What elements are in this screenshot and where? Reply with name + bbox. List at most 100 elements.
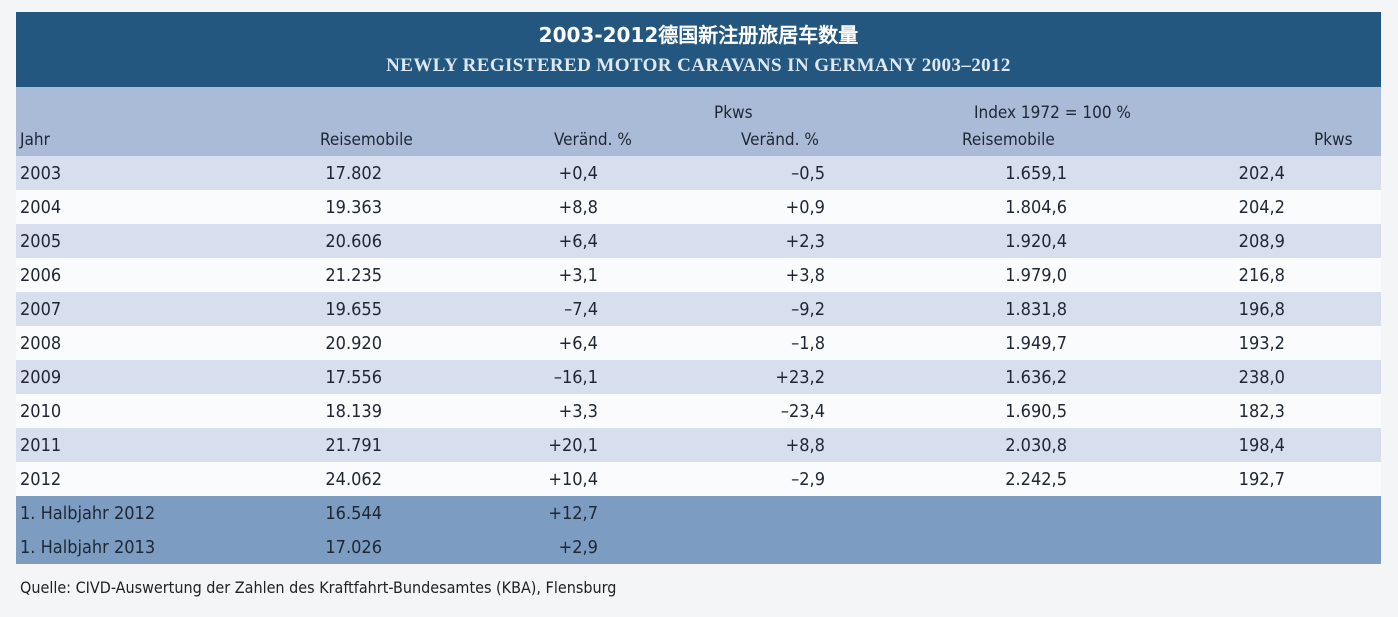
cell-verand-rm: +6,4: [558, 332, 598, 354]
cell-verand-rm: +10,4: [548, 468, 598, 490]
cell-verand-rm: +6,4: [558, 230, 598, 252]
source-note: Quelle: CIVD-Auswertung der Zahlen des K…: [20, 578, 617, 597]
cell-verand-rm: +8,8: [558, 196, 598, 218]
cell-verand-pkws: –9,2: [791, 298, 825, 320]
cell-index-pkws: 238,0: [1238, 366, 1285, 388]
cell-index-rm: 1.979,0: [1005, 264, 1067, 286]
empty-cell: [1066, 496, 1382, 530]
table-row: 2005 20.606 +6,4 +2,3 1.920,4 208,9: [16, 224, 1382, 258]
cell-index-pkws: 192,7: [1238, 468, 1285, 490]
cell-jahr: 2012: [16, 462, 186, 496]
cell-index-rm: 1.690,5: [1005, 400, 1067, 422]
header-jahr: Jahr: [16, 123, 186, 156]
cell-reisemobile: 21.235: [325, 264, 382, 286]
cell-jahr: 1. Halbjahr 2013: [16, 530, 186, 564]
cell-index-pkws: 193,2: [1238, 332, 1285, 354]
cell-reisemobile: 24.062: [325, 468, 382, 490]
table-row: 2007 19.655 –7,4 –9,2 1.831,8 196,8: [16, 292, 1382, 326]
table-row: 2006 21.235 +3,1 +3,8 1.979,0 216,8: [16, 258, 1382, 292]
cell-verand-rm: +20,1: [548, 434, 598, 456]
cell-reisemobile: 20.920: [325, 332, 382, 354]
cell-verand-pkws: +8,8: [785, 434, 825, 456]
cell-index-pkws: 204,2: [1238, 196, 1285, 218]
table-figure: 2003-2012德国新注册旅居车数量 NEWLY REGISTERED MOT…: [16, 12, 1382, 597]
empty-cell: [616, 530, 856, 564]
cell-index-pkws: 202,4: [1238, 162, 1285, 184]
cell-jahr: 2011: [16, 428, 186, 462]
table-row: 2003 17.802 +0,4 –0,5 1.659,1 202,4: [16, 156, 1382, 190]
title-bar: 2003-2012德国新注册旅居车数量 NEWLY REGISTERED MOT…: [16, 12, 1381, 87]
cell-reisemobile: 19.363: [325, 196, 382, 218]
title-chinese: 2003-2012德国新注册旅居车数量: [538, 23, 859, 47]
cell-verand-pkws: –2,9: [791, 468, 825, 490]
header-verand-pkws: Veränd. %: [616, 123, 856, 156]
header-row-group: Pkws Index 1972 = 100 %: [16, 87, 1382, 123]
cell-verand-rm: –16,1: [553, 366, 598, 388]
cell-reisemobile: 17.026: [325, 536, 382, 558]
cell-jahr: 2010: [16, 394, 186, 428]
header-group-pkws: Pkws: [616, 87, 856, 123]
cell-jahr: 2004: [16, 190, 186, 224]
empty-cell: [856, 496, 1066, 530]
cell-verand-pkws: +23,2: [775, 366, 825, 388]
cell-reisemobile: 17.556: [325, 366, 382, 388]
cell-reisemobile: 16.544: [325, 502, 382, 524]
cell-jahr: 2009: [16, 360, 186, 394]
registrations-table: Pkws Index 1972 = 100 % Jahr Reisemobile…: [16, 87, 1382, 564]
cell-verand-rm: +0,4: [558, 162, 598, 184]
table-row: 2008 20.920 +6,4 –1,8 1.949,7 193,2: [16, 326, 1382, 360]
half-year-row: 1. Halbjahr 2013 17.026 +2,9: [16, 530, 1382, 564]
cell-verand-pkws: +3,8: [785, 264, 825, 286]
empty-cell: [616, 496, 856, 530]
cell-verand-rm: –7,4: [564, 298, 598, 320]
table-row: 2012 24.062 +10,4 –2,9 2.242,5 192,7: [16, 462, 1382, 496]
cell-index-rm: 1.831,8: [1005, 298, 1067, 320]
cell-reisemobile: 17.802: [325, 162, 382, 184]
title-english: NEWLY REGISTERED MOTOR CARAVANS IN GERMA…: [386, 55, 1011, 76]
cell-verand-pkws: +0,9: [785, 196, 825, 218]
cell-verand-pkws: –23,4: [780, 400, 825, 422]
cell-index-pkws: 196,8: [1238, 298, 1285, 320]
header-index-reisemobile: Reisemobile: [856, 123, 1066, 156]
cell-jahr: 2006: [16, 258, 186, 292]
empty-cell: [856, 530, 1066, 564]
cell-index-pkws: 208,9: [1238, 230, 1285, 252]
cell-verand-rm: +2,9: [558, 536, 598, 558]
cell-index-rm: 2.030,8: [1005, 434, 1067, 456]
cell-jahr: 1. Halbjahr 2012: [16, 496, 186, 530]
cell-index-rm: 1.659,1: [1005, 162, 1067, 184]
cell-index-rm: 1.636,2: [1005, 366, 1067, 388]
header-group-index: Index 1972 = 100 %: [856, 87, 1382, 123]
cell-verand-rm: +3,1: [558, 264, 598, 286]
cell-index-rm: 1.920,4: [1005, 230, 1067, 252]
cell-verand-pkws: +2,3: [785, 230, 825, 252]
cell-index-rm: 1.949,7: [1005, 332, 1067, 354]
cell-jahr: 2005: [16, 224, 186, 258]
cell-reisemobile: 21.791: [325, 434, 382, 456]
cell-index-pkws: 182,3: [1238, 400, 1285, 422]
cell-index-rm: 1.804,6: [1005, 196, 1067, 218]
cell-index-pkws: 216,8: [1238, 264, 1285, 286]
cell-reisemobile: 20.606: [325, 230, 382, 252]
cell-jahr: 2008: [16, 326, 186, 360]
cell-jahr: 2003: [16, 156, 186, 190]
cell-reisemobile: 19.655: [325, 298, 382, 320]
cell-index-pkws: 198,4: [1238, 434, 1285, 456]
header-index-pkws: Pkws: [1066, 123, 1382, 156]
cell-jahr: 2007: [16, 292, 186, 326]
cell-verand-rm: +12,7: [548, 502, 598, 524]
table-row: 2004 19.363 +8,8 +0,9 1.804,6 204,2: [16, 190, 1382, 224]
cell-verand-pkws: –0,5: [791, 162, 825, 184]
cell-reisemobile: 18.139: [325, 400, 382, 422]
header-row-columns: Jahr Reisemobile Veränd. % Veränd. % Rei…: [16, 123, 1382, 156]
table-row: 2009 17.556 –16,1 +23,2 1.636,2 238,0: [16, 360, 1382, 394]
half-year-row: 1. Halbjahr 2012 16.544 +12,7: [16, 496, 1382, 530]
cell-index-rm: 2.242,5: [1005, 468, 1067, 490]
header-reisemobile: Reisemobile: [186, 123, 416, 156]
table-row: 2010 18.139 +3,3 –23,4 1.690,5 182,3: [16, 394, 1382, 428]
cell-verand-pkws: –1,8: [791, 332, 825, 354]
cell-verand-rm: +3,3: [558, 400, 598, 422]
empty-cell: [1066, 530, 1382, 564]
header-verand-reisemobile: Veränd. %: [416, 123, 632, 156]
table-row: 2011 21.791 +20,1 +8,8 2.030,8 198,4: [16, 428, 1382, 462]
